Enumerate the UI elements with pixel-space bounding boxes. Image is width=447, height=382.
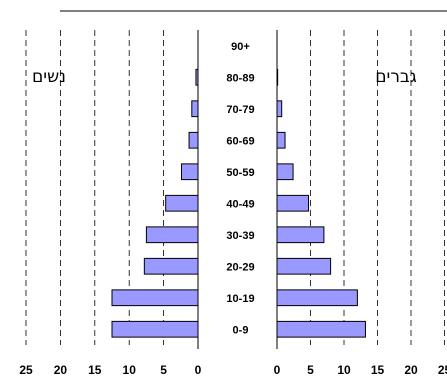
age-label-30-39: 30-39 [226,230,254,242]
right-tick-label-20: 20 [404,363,418,377]
left-bar-10-19 [112,290,198,306]
right-tick-label-15: 15 [371,363,385,377]
right-bar-10-19 [277,290,357,306]
left-tick-label-0: 0 [195,363,202,377]
left-tick-label-10: 10 [123,363,137,377]
left-bar-50-59 [181,164,198,180]
right-tick-label-0: 0 [274,363,281,377]
right-bar-30-39 [277,227,324,243]
age-label-0-9: 0-9 [233,324,249,336]
left-bar-0-9 [112,321,198,337]
left-tick-label-20: 20 [54,363,68,377]
left-panel-title: נשים [32,67,66,87]
right-tick-label-25: 25 [438,363,447,377]
right-bar-60-69 [277,132,285,148]
age-label-70-79: 70-79 [226,104,254,116]
age-label-10-19: 10-19 [226,293,254,305]
age-label-50-59: 50-59 [226,167,254,179]
left-bar-70-79 [192,101,198,117]
right-bar-40-49 [277,195,308,211]
right-bar-50-59 [277,164,293,180]
age-label-80-89: 80-89 [226,72,254,84]
right-bar-20-29 [277,258,331,274]
left-tick-label-25: 25 [19,363,33,377]
age-label-40-49: 40-49 [226,198,254,210]
left-bar-20-29 [144,258,198,274]
left-bar-60-69 [189,132,198,148]
right-bar-0-9 [277,321,365,337]
labels-layer: 0-9 10-19 20-29 30-39 40-49 50-59 60-69 70-79 80… [19,41,447,377]
right-tick-label-5: 5 [307,363,314,377]
right-panel-title: גברים [375,67,417,87]
right-tick-label-10: 10 [337,363,351,377]
right-bar-70-79 [277,101,282,117]
left-tick-label-15: 15 [88,363,102,377]
age-label-90+: 90+ [231,41,250,53]
left-bar-40-49 [166,195,198,211]
age-label-20-29: 20-29 [226,261,254,273]
age-label-60-69: 60-69 [226,135,254,147]
left-tick-label-5: 5 [160,363,167,377]
left-bar-30-39 [146,227,198,243]
